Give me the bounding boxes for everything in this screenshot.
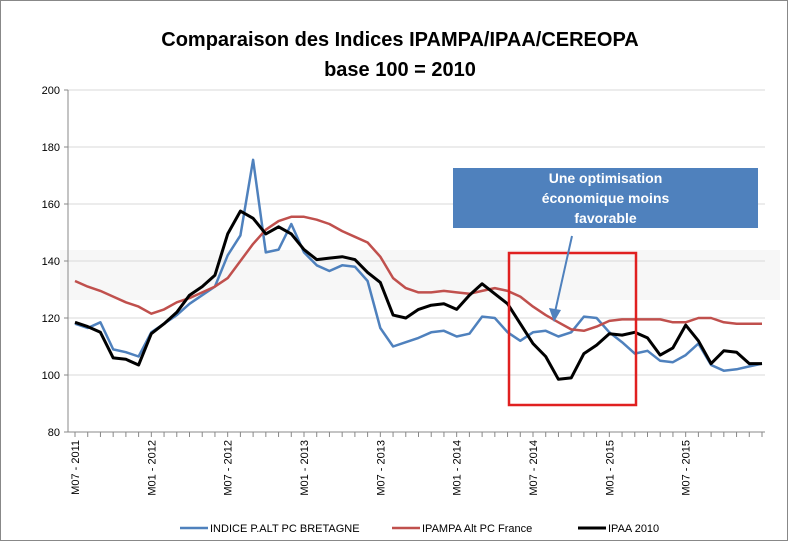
x-tick-label: M07 - 2012 [223, 440, 235, 496]
y-tick-label: 160 [42, 199, 60, 211]
x-tick-label: M01 - 2012 [146, 440, 158, 496]
chart-title: Comparaison des Indices IPAMPA/IPAA/CERE… [161, 29, 639, 51]
x-tick-label: M07 - 2015 [681, 440, 693, 496]
x-tick-label: M07 - 2013 [375, 440, 387, 496]
highlight-box [507, 251, 638, 407]
y-tick-label: 120 [42, 313, 60, 325]
y-tick-label: 140 [42, 256, 60, 268]
x-tick-label: M01 - 2015 [604, 440, 616, 496]
y-tick-label: 180 [42, 142, 60, 154]
x-tick-label: M01 - 2013 [299, 440, 311, 496]
legend: INDICE P.ALT PC BRETAGNE IPAMPA Alt PC Fr… [180, 523, 659, 535]
y-tick-label: 200 [42, 85, 60, 97]
annotation-box [453, 168, 758, 228]
annotation-text: Une optimisation économique moins favora… [541, 170, 670, 226]
x-tick-label: M01 - 2014 [452, 440, 464, 496]
series-line [74, 158, 763, 372]
annotation-holder: Une optimisation économique moins favora… [541, 170, 670, 226]
legend-label: IPAA 2010 [608, 523, 659, 535]
series-line [74, 209, 762, 381]
annotation-arrow [554, 235, 573, 313]
x-tick-label: M07 - 2014 [528, 440, 540, 496]
legend-label: INDICE P.ALT PC BRETAGNE [210, 523, 360, 535]
series-line [74, 215, 762, 333]
legend-label: IPAMPA Alt PC France [422, 523, 532, 535]
plot-area: 80 100 120 140 160 180 200 M07 - 2011 M01 - 2012… [42, 85, 765, 496]
y-tick-label: 80 [48, 427, 60, 439]
y-tick-label: 100 [42, 370, 60, 382]
chart-subtitle: base 100 = 2010 [324, 59, 476, 81]
x-tick-label: M07 - 2011 [70, 440, 82, 495]
arrow-head [549, 308, 561, 322]
